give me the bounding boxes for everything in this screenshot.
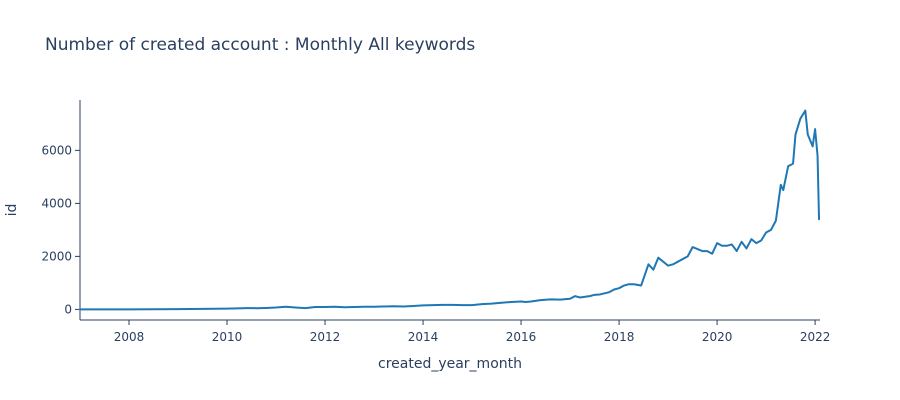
- x-tick-label: 2008: [114, 330, 145, 344]
- y-tick-label: 6000: [41, 143, 72, 157]
- x-axis-ticks: 2008 2010 2012 2014 2016 2018 2020 2022: [114, 320, 831, 344]
- y-axis-title: id: [4, 204, 20, 217]
- x-tick-label: 2018: [604, 330, 635, 344]
- x-tick-label: 2016: [506, 330, 537, 344]
- x-tick-label: 2022: [800, 330, 831, 344]
- x-tick-label: 2010: [212, 330, 243, 344]
- y-tick-label: 2000: [41, 249, 72, 263]
- x-tick-label: 2012: [310, 330, 341, 344]
- y-tick-label: 4000: [41, 196, 72, 210]
- y-tick-label: 0: [64, 302, 72, 316]
- y-axis-ticks: 0 2000 4000 6000: [41, 143, 80, 316]
- x-axis-title: created_year_month: [378, 356, 522, 372]
- x-tick-label: 2020: [702, 330, 733, 344]
- series-line-id: [79, 109, 821, 311]
- chart-title: Number of created account : Monthly All …: [45, 35, 475, 55]
- x-tick-label: 2014: [408, 330, 439, 344]
